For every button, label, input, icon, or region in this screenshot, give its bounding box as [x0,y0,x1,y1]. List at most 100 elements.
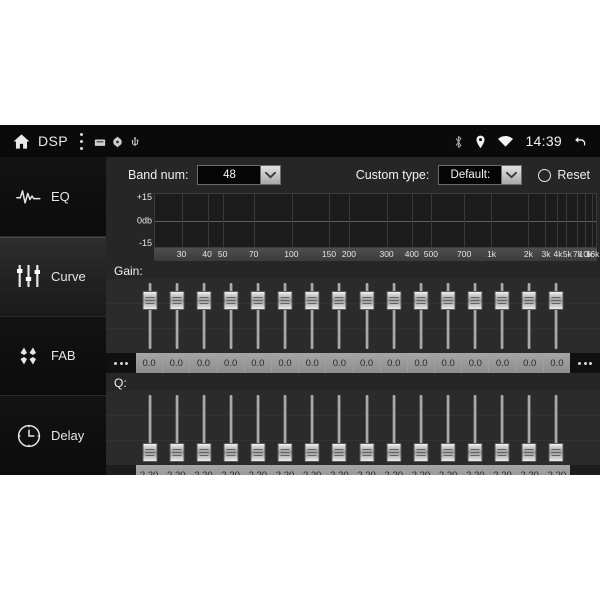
gain-value-cell[interactable]: 0.0 [190,353,218,373]
gain-slider[interactable] [516,279,543,353]
gain-slider[interactable] [299,279,326,353]
gain-slider-thumb[interactable] [413,290,429,310]
gain-slider[interactable] [353,279,380,353]
back-arrow-icon[interactable] [573,134,588,148]
gain-slider-thumb[interactable] [142,290,158,310]
sidebar-item-delay[interactable]: Delay [0,396,106,475]
q-value-cell[interactable]: 2.20 [326,465,354,475]
gain-value-cell[interactable]: 0.0 [326,353,354,373]
q-slider[interactable] [516,391,543,465]
q-slider-thumb[interactable] [250,442,266,462]
q-value-cell[interactable]: 2.20 [299,465,327,475]
q-slider-thumb[interactable] [440,442,456,462]
q-slider[interactable] [353,391,380,465]
kebab-menu-icon[interactable] [79,132,83,150]
gain-value-cell[interactable]: 0.0 [353,353,381,373]
gain-slider[interactable] [326,279,353,353]
q-slider-thumb[interactable] [304,442,320,462]
gain-slider-thumb[interactable] [223,290,239,310]
gain-slider-thumb[interactable] [359,290,375,310]
q-slider-thumb[interactable] [277,442,293,462]
sidebar-item-fab[interactable]: FAB [0,316,106,397]
gain-value-cell[interactable]: 0.0 [543,353,570,373]
q-slider-thumb[interactable] [169,442,185,462]
sidebar-item-curve[interactable]: Curve [0,236,106,317]
gain-slider[interactable] [543,279,570,353]
q-value-cell[interactable]: 2.20 [407,465,436,475]
q-slider[interactable] [462,391,489,465]
gain-value-cell[interactable]: 0.0 [217,353,245,373]
gain-value-cell[interactable]: 0.0 [407,353,436,373]
gain-slider-thumb[interactable] [386,290,402,310]
band-num-dropdown[interactable]: 48 [197,165,282,185]
gain-slider-thumb[interactable] [277,290,293,310]
gain-slider[interactable] [462,279,489,353]
q-sliders[interactable] [136,391,570,465]
gain-value-cell[interactable]: 0.0 [489,353,517,373]
gain-slider-thumb[interactable] [494,290,510,310]
gain-slider[interactable] [163,279,190,353]
gain-slider-thumb[interactable] [169,290,185,310]
q-slider-thumb[interactable] [386,442,402,462]
q-slider[interactable] [299,391,326,465]
home-icon[interactable] [12,132,31,151]
custom-type-dropdown[interactable]: Default: [438,165,523,185]
q-value-cell[interactable]: 2.20 [163,465,191,475]
q-value-cell[interactable]: 2.20 [217,465,245,475]
q-value-cell[interactable]: 2.20 [516,465,544,475]
gain-slider-thumb[interactable] [250,290,266,310]
gain-slider-thumb[interactable] [521,290,537,310]
gain-slider[interactable] [407,279,434,353]
q-slider[interactable] [272,391,299,465]
q-slider-thumb[interactable] [467,442,483,462]
gain-slider-thumb[interactable] [440,290,456,310]
gain-slider[interactable] [272,279,299,353]
gain-slider-thumb[interactable] [196,290,212,310]
gain-scroll-left-button[interactable] [106,353,136,373]
gain-value-cell[interactable]: 0.0 [435,353,463,373]
q-value-cell[interactable]: 2.20 [353,465,381,475]
q-slider[interactable] [245,391,272,465]
q-value-cell[interactable]: 2.20 [271,465,300,475]
q-slider[interactable] [434,391,461,465]
gain-slider[interactable] [245,279,272,353]
gain-slider[interactable] [217,279,244,353]
gain-slider[interactable] [434,279,461,353]
q-slider-thumb[interactable] [413,442,429,462]
chevron-down-icon[interactable] [260,166,281,184]
gain-slider[interactable] [380,279,407,353]
q-slider-thumb[interactable] [331,442,347,462]
q-slider-thumb[interactable] [521,442,537,462]
gain-value-cell[interactable]: 0.0 [244,353,272,373]
q-slider[interactable] [136,391,163,465]
q-value-cell[interactable]: 2.20 [190,465,218,475]
q-slider-thumb[interactable] [142,442,158,462]
q-slider[interactable] [407,391,434,465]
q-scroll-right-button[interactable] [570,465,600,475]
gain-slider-thumb[interactable] [467,290,483,310]
q-slider-thumb[interactable] [548,442,564,462]
gain-slider-thumb[interactable] [331,290,347,310]
gain-slider-thumb[interactable] [548,290,564,310]
q-value-cell[interactable]: 2.20 [462,465,490,475]
q-slider[interactable] [217,391,244,465]
q-value-cell[interactable]: 2.20 [543,465,570,475]
gain-slider[interactable] [190,279,217,353]
gain-value-cell[interactable]: 0.0 [299,353,327,373]
eq-curve-chart[interactable]: +15 0db -15 30 40 50 70 100 150 200 300 400 500 70… [128,193,599,261]
gain-slider-thumb[interactable] [304,290,320,310]
chart-plot-area[interactable] [154,193,597,248]
q-slider[interactable] [489,391,516,465]
gain-value-cell[interactable]: 0.0 [380,353,408,373]
gain-slider[interactable] [489,279,516,353]
q-slider[interactable] [163,391,190,465]
gain-scroll-right-button[interactable] [570,353,600,373]
q-value-cell[interactable]: 2.20 [244,465,272,475]
q-value-cell[interactable]: 2.20 [435,465,463,475]
reset-button[interactable]: Reset [538,168,590,182]
q-slider[interactable] [380,391,407,465]
q-value-cell[interactable]: 2.20 [380,465,408,475]
q-slider[interactable] [326,391,353,465]
gain-value-cell[interactable]: 0.0 [163,353,191,373]
gain-value-cell[interactable]: 0.0 [271,353,300,373]
